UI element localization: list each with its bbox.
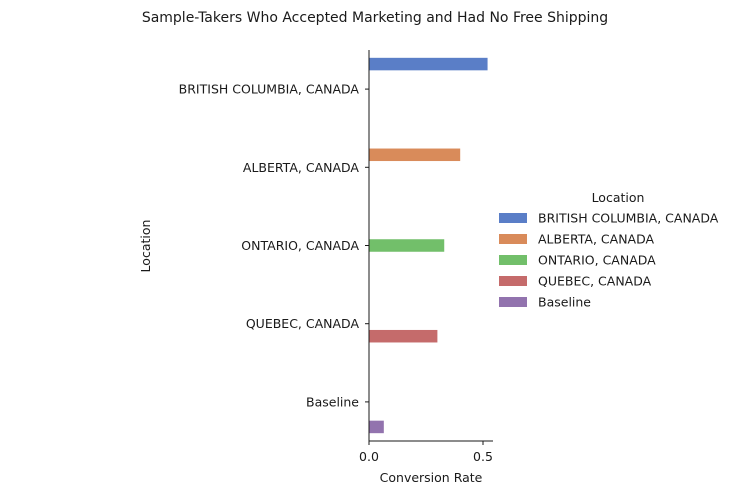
y-tick-label: Baseline [306, 394, 359, 409]
legend-swatch [499, 213, 527, 223]
plot-area [369, 57, 488, 434]
legend-swatch [499, 234, 527, 244]
bar [369, 420, 384, 434]
legend-swatch [499, 276, 527, 286]
legend-label: BRITISH COLUMBIA, CANADA [538, 211, 719, 226]
bar [369, 148, 461, 162]
y-tick-label: ONTARIO, CANADA [241, 238, 359, 253]
y-tick-label: QUEBEC, CANADA [246, 316, 360, 331]
legend-label: QUEBEC, CANADA [538, 274, 652, 289]
bar [369, 57, 488, 71]
x-axis-label: Conversion Rate [380, 470, 483, 485]
legend-label: ALBERTA, CANADA [538, 232, 655, 247]
x-tick-labels: 0.0 0.5 [359, 441, 493, 464]
bar [369, 239, 445, 252]
y-axis-label: Location [138, 220, 153, 273]
x-tick-label: 0.5 [473, 449, 493, 464]
legend-label: Baseline [538, 295, 591, 310]
legend-title: Location [592, 190, 645, 205]
x-tick-label: 0.0 [359, 449, 379, 464]
legend-label: ONTARIO, CANADA [538, 253, 656, 268]
y-tick-labels: BRITISH COLUMBIA, CANADA ALBERTA, CANADA O… [179, 82, 369, 409]
legend-swatch [499, 255, 527, 265]
y-tick-label: BRITISH COLUMBIA, CANADA [179, 82, 360, 97]
chart-title: Sample-Takers Who Accepted Marketing and… [142, 10, 608, 26]
y-tick-label: ALBERTA, CANADA [243, 160, 360, 175]
bar [369, 329, 438, 343]
legend: Location BRITISH COLUMBIA, CANADA ALBERTA… [499, 190, 719, 310]
legend-swatch [499, 297, 527, 307]
